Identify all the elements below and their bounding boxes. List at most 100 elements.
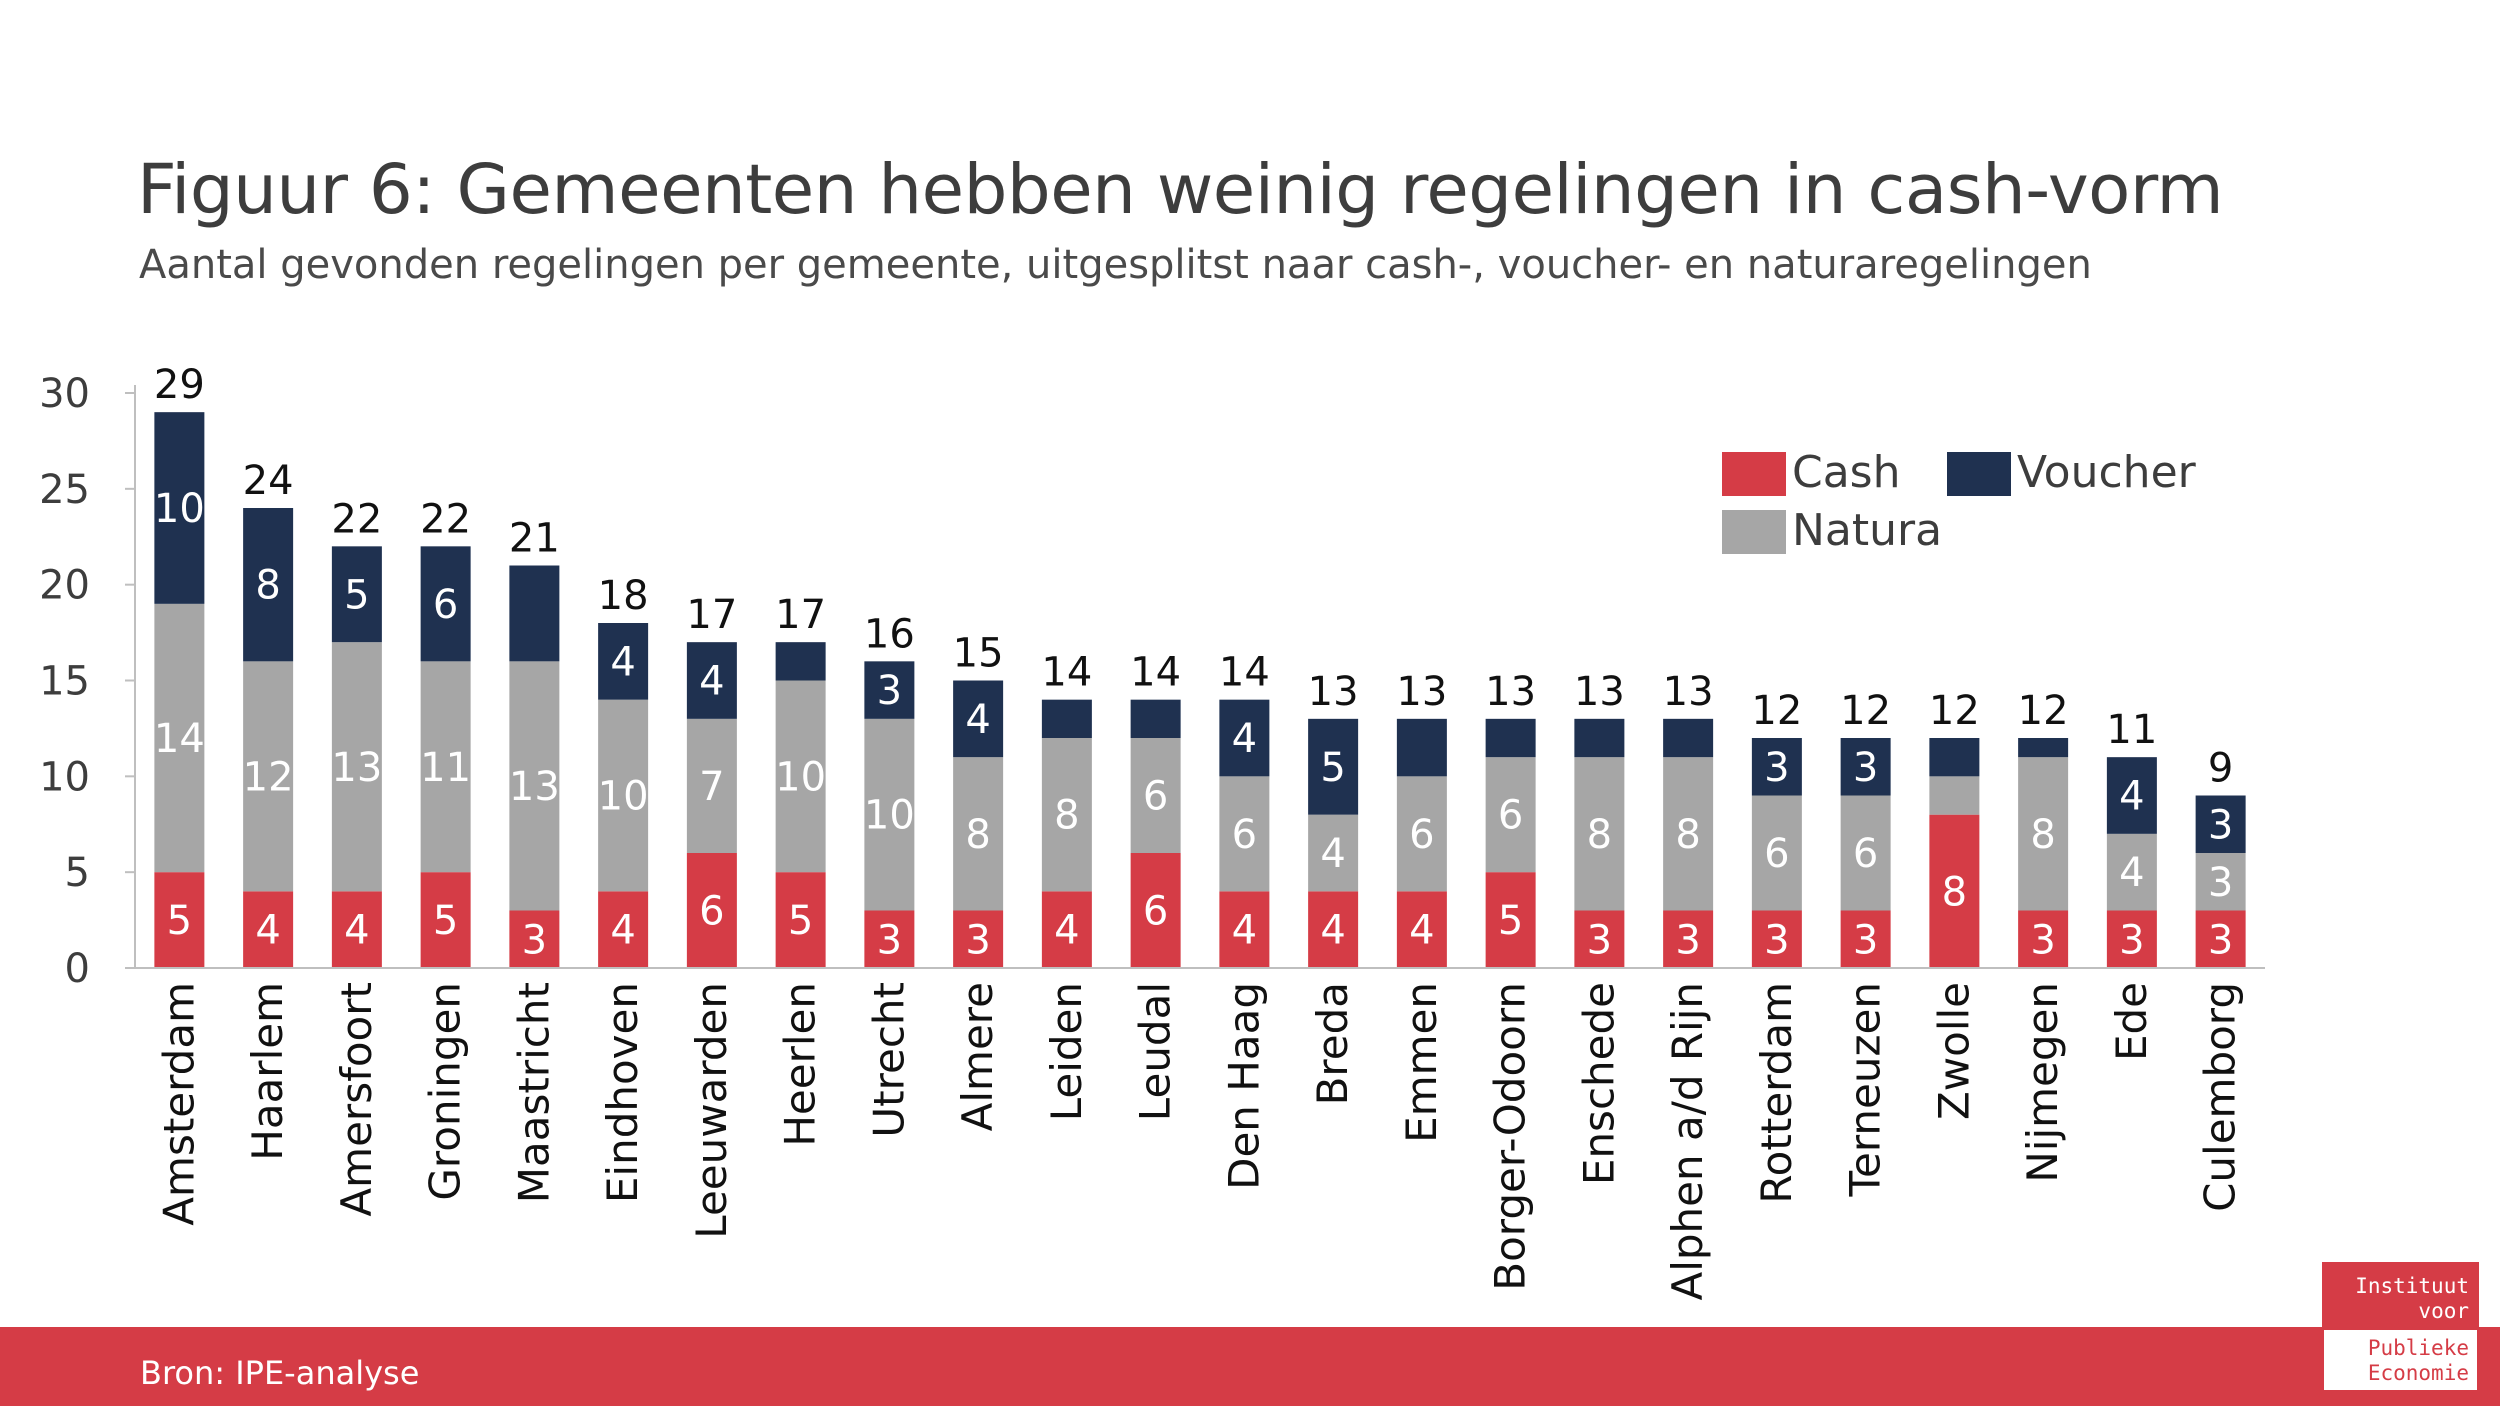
data-label-natura: 6 (1764, 831, 1789, 877)
bar-segment-voucher (2018, 738, 2069, 758)
total-label: 13 (1396, 669, 1447, 715)
data-label-voucher: 8 (255, 563, 280, 609)
data-label-cash: 6 (699, 889, 724, 935)
total-label: 13 (1308, 669, 1359, 715)
bar-segment-voucher (243, 508, 294, 662)
bar-segment-voucher (775, 642, 826, 681)
total-label: 13 (1485, 669, 1536, 715)
bar-segment-voucher (331, 546, 382, 643)
bar-segment-cash (598, 891, 649, 968)
total-label: 9 (2208, 746, 2233, 792)
bar-segment-cash (1041, 891, 1092, 968)
bar-segment-voucher (2195, 795, 2246, 853)
total-label: 14 (1130, 650, 1181, 696)
bar-segment-cash (1308, 891, 1359, 968)
bar-segment-natura (2106, 833, 2157, 911)
data-label-natura: 8 (1054, 793, 1079, 839)
legend-label-voucher: Voucher (2017, 447, 2197, 498)
bar-segment-cash (953, 910, 1004, 968)
total-label: 24 (243, 458, 294, 504)
bar-segment-natura (1485, 757, 1536, 873)
bars: 5 14 10 29 4 12 8 24 4 13 5 22 5 11 6 22 3 13 21 4 10 4 18 6 7 4 1… (154, 362, 2246, 968)
data-label-voucher: 4 (2119, 774, 2144, 820)
data-label-voucher: 4 (699, 659, 724, 705)
bar-segment-natura (1396, 776, 1447, 892)
legend-label-natura: Natura (1792, 505, 1942, 556)
category-label: Borger-Odoorn (1486, 982, 1535, 1291)
data-label-voucher: 3 (1853, 745, 1878, 791)
bar-segment-cash (686, 853, 737, 968)
bar-segment-natura (2195, 853, 2246, 911)
data-label-natura: 6 (1232, 812, 1257, 858)
bar-segment-voucher (686, 642, 737, 719)
data-label-cash: 3 (1675, 917, 1700, 963)
data-label-cash: 3 (522, 917, 547, 963)
bar-segment-cash (420, 872, 471, 968)
category-label: Rotterdam (1752, 982, 1801, 1204)
bar-segment-natura (598, 699, 649, 892)
data-label-natura: 14 (154, 716, 205, 762)
data-label-natura: 8 (1587, 812, 1612, 858)
bar-segment-voucher (1840, 738, 1891, 796)
total-label: 29 (154, 362, 205, 408)
category-label: Den Haag (1219, 982, 1268, 1190)
bar-segment-natura (864, 718, 915, 911)
legend-label-cash: Cash (1792, 447, 1901, 498)
bar-segment-voucher (1308, 718, 1359, 815)
data-label-voucher: 3 (877, 668, 902, 714)
total-label: 14 (1041, 650, 1092, 696)
data-label-voucher: 3 (2208, 802, 2233, 848)
data-label-cash: 5 (167, 898, 192, 944)
data-label-cash: 3 (877, 917, 902, 963)
category-label: Maastricht (509, 982, 558, 1203)
data-label-natura: 13 (331, 745, 382, 791)
bar-segment-cash (2018, 910, 2069, 968)
bar-segment-cash (1130, 853, 1181, 968)
total-label: 22 (331, 496, 382, 542)
category-label: Breda (1308, 982, 1357, 1105)
total-label: 12 (2018, 688, 2069, 734)
footer-band (0, 1327, 2500, 1406)
bar-segment-voucher (1929, 738, 1980, 777)
source-note: Bron: IPE-analyse (140, 1354, 420, 1392)
bar-segment-cash (243, 891, 294, 968)
legend-swatch-cash (1722, 452, 1786, 496)
data-label-voucher: 6 (433, 582, 458, 628)
bar-segment-natura (154, 603, 205, 873)
chart-title: Figuur 6: Gemeenten hebben weinig regeli… (137, 150, 2224, 230)
bar-segment-natura (953, 757, 1004, 911)
category-label: Utrecht (864, 982, 913, 1138)
category-label: Leudal (1131, 982, 1180, 1121)
data-label-cash: 3 (1587, 917, 1612, 963)
bar-segment-cash (2195, 910, 2246, 968)
bar-segment-voucher (154, 412, 205, 604)
data-label-natura: 6 (1853, 831, 1878, 877)
category-label: Enschede (1574, 982, 1623, 1185)
data-label-natura: 12 (243, 754, 294, 800)
data-label-voucher: 5 (344, 572, 369, 618)
x-axis: Amsterdam Haarlem Amersfoort Groningen Maast… (135, 967, 2265, 1301)
data-label-voucher: 10 (154, 486, 205, 532)
bar-segment-cash (154, 872, 205, 968)
data-label-natura: 4 (2119, 850, 2144, 896)
bar-segment-cash (1219, 891, 1270, 968)
total-label: 22 (420, 496, 471, 542)
total-label: 17 (775, 592, 826, 638)
data-label-voucher: 4 (965, 697, 990, 743)
bar-segment-voucher (1751, 738, 1802, 796)
total-label: 12 (1929, 688, 1980, 734)
total-label: 16 (864, 611, 915, 657)
category-label: Leiden (1042, 982, 1091, 1121)
bar-segment-natura (1130, 738, 1181, 853)
data-label-cash: 8 (1942, 869, 1967, 915)
bar-segment-cash (2106, 910, 2157, 968)
data-label-natura: 10 (864, 793, 915, 839)
bar-segment-cash (864, 910, 915, 968)
bar-segment-cash (775, 872, 826, 968)
bar-segment-natura (775, 680, 826, 873)
legend: Cash Voucher Natura (1722, 447, 2197, 556)
data-label-cash: 4 (255, 908, 280, 954)
data-label-natura: 10 (598, 774, 649, 820)
data-label-cash: 3 (1853, 917, 1878, 963)
total-label: 13 (1663, 669, 1714, 715)
